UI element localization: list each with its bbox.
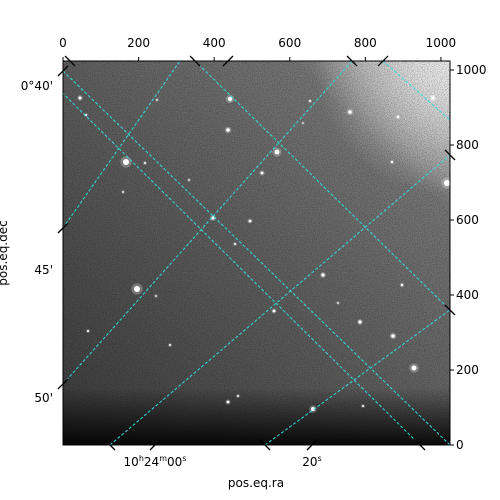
star	[309, 100, 311, 102]
ra-tick-labels: 10h24m00s 20s	[124, 454, 322, 469]
x-tick-label: 0	[59, 36, 67, 50]
star	[169, 344, 171, 346]
grid-line	[63, 61, 181, 229]
world-tick-mark	[346, 55, 358, 67]
star	[156, 99, 158, 101]
star	[123, 159, 129, 165]
world-tick-mark	[222, 55, 234, 67]
grid-line	[194, 61, 450, 311]
star	[234, 243, 236, 245]
star	[78, 96, 82, 100]
plot-frame	[62, 60, 451, 446]
star	[272, 309, 276, 313]
star	[302, 122, 304, 124]
ra-tick-label: 20s	[302, 454, 321, 469]
y-axis-label: pos.eq.dec	[0, 220, 10, 285]
world-tick-mark	[444, 149, 456, 161]
star	[144, 162, 146, 164]
world-tick-mark	[444, 304, 456, 316]
world-tick-mark	[104, 439, 116, 451]
star	[226, 128, 230, 132]
grid-line	[109, 154, 450, 445]
y-tick-label: 600	[456, 213, 479, 227]
dec-tick-label: 45'	[34, 263, 53, 277]
world-tick-mark	[64, 55, 76, 67]
world-tick-mark	[57, 378, 69, 390]
grid-line	[63, 92, 421, 445]
star	[226, 400, 230, 404]
star	[122, 191, 124, 193]
y-tick-label: 0	[456, 438, 464, 452]
world-tick-mark	[259, 439, 271, 451]
star	[348, 110, 352, 114]
world-tick-mark	[414, 439, 426, 451]
star	[260, 171, 264, 175]
world-tick-mark	[306, 439, 318, 451]
star	[362, 405, 364, 407]
dec-tick-labels: 0°40' 45' 50'	[21, 79, 53, 405]
star	[396, 115, 400, 119]
star	[248, 219, 252, 223]
ra-tick-label: 10h24m00s	[124, 454, 187, 469]
world-tick-mark	[189, 55, 201, 67]
sky-image	[63, 61, 450, 445]
x-tick-label: 1000	[426, 36, 457, 50]
top-tick-labels: 0 200 400 600 800 1000	[59, 36, 456, 50]
star	[311, 407, 315, 411]
grid-line	[264, 309, 450, 445]
star	[358, 320, 362, 324]
y-tick-label: 800	[456, 138, 479, 152]
axis-ticks	[57, 55, 456, 451]
star	[390, 160, 394, 164]
star	[444, 180, 450, 186]
x-tick-label: 400	[203, 36, 226, 50]
star	[431, 96, 435, 100]
star	[411, 365, 417, 371]
y-tick-label: 200	[456, 363, 479, 377]
star	[391, 334, 395, 338]
world-tick-mark	[57, 65, 69, 77]
world-tick-mark	[57, 222, 69, 234]
star	[337, 302, 339, 304]
world-tick-mark	[149, 439, 161, 451]
star	[237, 395, 239, 397]
star	[274, 149, 280, 155]
world-tick-mark	[377, 55, 389, 67]
star	[87, 330, 89, 332]
y-tick-label: 400	[456, 288, 479, 302]
coordinate-grid	[63, 61, 450, 445]
x-axis-label: pos.eq.ra	[228, 476, 284, 490]
dec-tick-label: 0°40'	[21, 79, 53, 93]
star	[188, 179, 190, 181]
star	[155, 295, 157, 297]
grid-line	[63, 61, 353, 385]
x-tick-label: 600	[278, 36, 301, 50]
dec-tick-label: 50'	[34, 391, 53, 405]
x-tick-label: 200	[127, 36, 150, 50]
x-tick-label: 800	[354, 36, 377, 50]
star	[400, 283, 404, 287]
right-tick-labels: 0 200 400 600 800 1000	[456, 63, 487, 452]
y-tick-label: 1000	[456, 63, 487, 77]
star	[227, 96, 233, 102]
star	[321, 273, 325, 277]
star	[134, 286, 140, 292]
